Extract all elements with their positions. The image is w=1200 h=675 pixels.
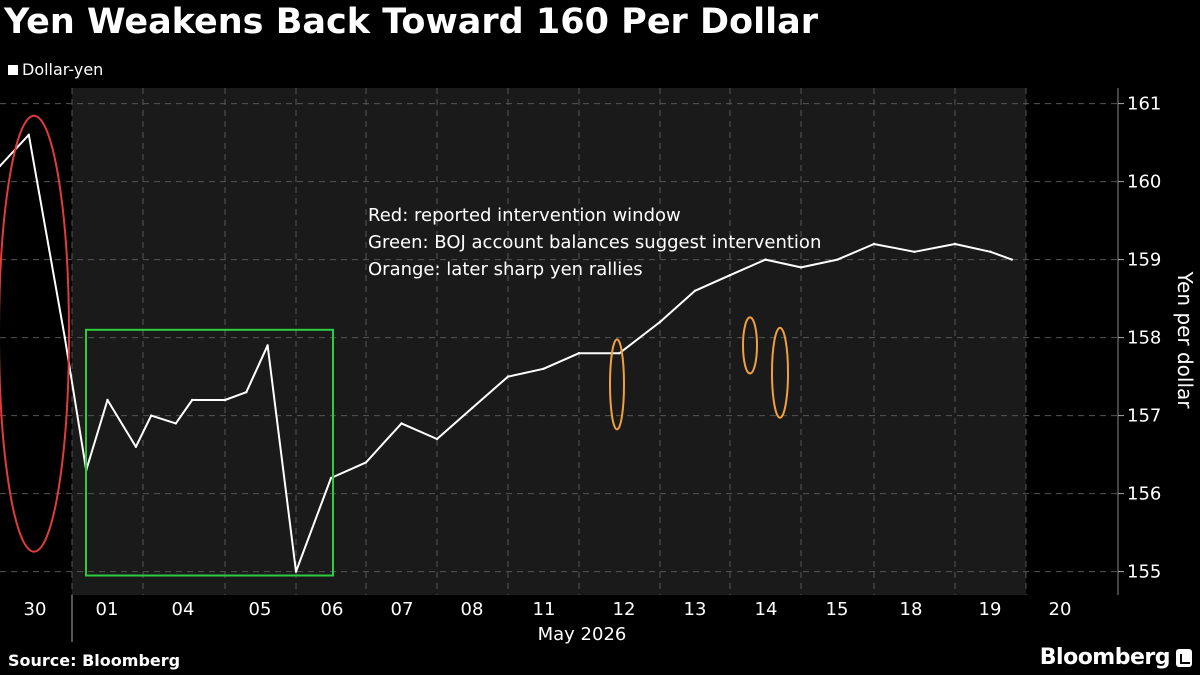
- session-shade: [296, 88, 366, 595]
- y-axis-label: Yen per dollar: [1173, 270, 1197, 409]
- series-point: [0, 164, 2, 168]
- series-point: [953, 242, 957, 246]
- x-tick-label: 15: [826, 599, 849, 620]
- series-point: [191, 398, 194, 402]
- x-tick-label: 30: [24, 599, 47, 620]
- y-tick-label: 159: [1127, 250, 1161, 271]
- series-point: [27, 133, 30, 136]
- x-tick-label: 08: [461, 599, 484, 620]
- series-point: [872, 242, 876, 246]
- x-tick-label: 11: [533, 599, 556, 620]
- series-point: [577, 352, 581, 355]
- legend-swatch: [8, 64, 18, 75]
- series-point: [329, 476, 333, 480]
- session-shade: [225, 88, 296, 595]
- x-axis-ticks: 30 01 04 05 06 07 08 11 12 13 14 15 18 19 20: [24, 599, 1072, 620]
- series-point: [174, 422, 177, 425]
- x-tick-label: 18: [900, 599, 923, 620]
- x-tick-label: 12: [613, 599, 636, 620]
- series-point: [693, 289, 697, 292]
- session-shade: [143, 88, 225, 595]
- session-shade: [730, 88, 801, 595]
- y-tick-label: 156: [1127, 484, 1161, 505]
- dollar-yen-series: [0, 133, 1013, 573]
- annotation-text: Orange: later sharp yen rallies: [368, 259, 643, 280]
- session-shade: [874, 88, 955, 595]
- y-axis-ticks: 155 156 157 158 159 160 161: [1118, 94, 1161, 583]
- annotation-overlays: [0, 114, 789, 577]
- series-point: [400, 422, 403, 425]
- series-point: [294, 570, 298, 573]
- session-shade: [72, 88, 143, 595]
- series-point: [542, 367, 545, 370]
- boj-intervention-box: [85, 328, 334, 577]
- annotation-notes: Red: reported intervention window Green: …: [368, 205, 821, 280]
- x-axis-label: May 2026: [538, 624, 627, 645]
- annotation-text: Red: reported intervention window: [368, 205, 681, 226]
- series-point: [471, 406, 474, 409]
- y-tick-label: 155: [1127, 562, 1161, 583]
- series-point: [618, 352, 621, 355]
- yen-rally-ellipse: [609, 338, 625, 431]
- source-note: Source: Bloomberg: [8, 651, 181, 670]
- session-shade: [508, 88, 579, 595]
- session-shading: [72, 88, 1026, 595]
- series-point: [364, 461, 368, 464]
- series-point: [728, 274, 732, 277]
- session-shade: [366, 88, 437, 595]
- series-point: [134, 445, 138, 448]
- session-shade: [955, 88, 1026, 595]
- y-tick-label: 160: [1127, 172, 1161, 193]
- session-shade: [801, 88, 874, 595]
- x-tick-label: 20: [1049, 599, 1072, 620]
- x-tick-label: 06: [321, 599, 344, 620]
- series-point: [989, 250, 992, 253]
- series-point: [799, 266, 803, 269]
- series-point: [223, 398, 227, 402]
- x-tick-label: 07: [391, 599, 414, 620]
- session-shade: [660, 88, 730, 595]
- y-tick-label: 158: [1127, 328, 1161, 349]
- yen-rally-ellipse: [771, 326, 789, 419]
- x-tick-label: 19: [979, 599, 1002, 620]
- bloomberg-logo-icon: [1176, 648, 1192, 667]
- series-point: [764, 258, 767, 261]
- legend: Dollar-yen: [8, 60, 103, 79]
- series-point: [435, 437, 439, 441]
- yen-rally-ellipse: [742, 316, 758, 375]
- series-point: [150, 414, 153, 417]
- brand-name: Bloomberg: [1039, 645, 1171, 670]
- series-point: [1010, 258, 1013, 261]
- y-tick-label: 161: [1127, 94, 1161, 115]
- annotation-text: Green: BOJ account balances suggest inte…: [368, 232, 821, 253]
- chart-title: Yen Weakens Back Toward 160 Per Dollar: [4, 2, 818, 42]
- series-point: [63, 336, 66, 339]
- session-shade: [437, 88, 508, 595]
- series-point: [658, 320, 662, 324]
- series-point: [836, 258, 839, 261]
- x-tick-label: 01: [96, 599, 119, 620]
- series-point: [506, 375, 510, 378]
- x-tick-label: 05: [249, 599, 272, 620]
- series-point: [245, 391, 248, 394]
- x-tick-label: 04: [172, 599, 195, 620]
- x-tick-label: 13: [684, 599, 707, 620]
- intervention-window-ellipse: [0, 114, 70, 553]
- series-point: [913, 250, 916, 253]
- legend-label: Dollar-yen: [22, 60, 104, 79]
- series-point: [106, 398, 109, 402]
- y-tick-label: 157: [1127, 406, 1161, 427]
- brand: Bloomberg: [1040, 645, 1192, 670]
- gridlines: [0, 88, 1119, 642]
- x-tick-label: 14: [755, 599, 778, 620]
- series-point: [266, 344, 269, 347]
